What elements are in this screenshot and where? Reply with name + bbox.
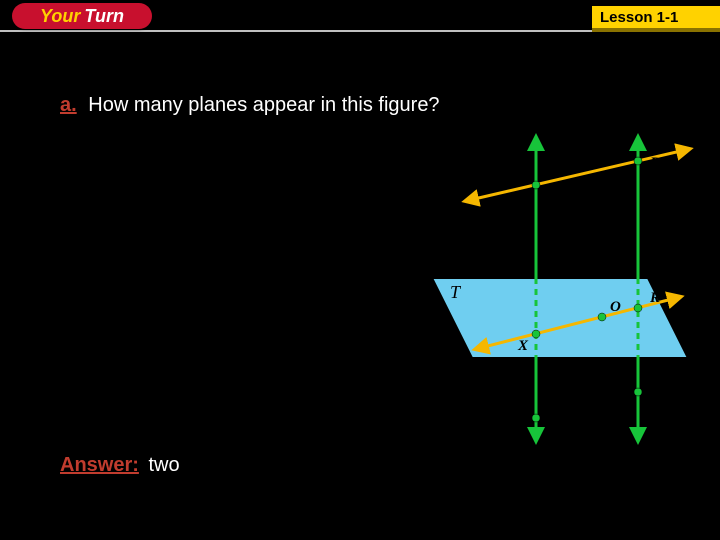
svg-text:R: R xyxy=(649,290,660,306)
answer: Answer: two xyxy=(60,454,180,477)
svg-text:X: X xyxy=(517,338,529,354)
header-bar: Your Turn Lesson 1-1 xyxy=(0,0,720,32)
badge-your: Your xyxy=(40,6,80,27)
svg-text:Z: Z xyxy=(547,412,557,428)
question: a. How many planes appear in this figure… xyxy=(60,94,440,117)
lesson-text: Lesson 1-1 xyxy=(600,9,678,26)
answer-text: two xyxy=(148,454,179,476)
question-text: How many planes appear in this figure? xyxy=(88,94,439,116)
badge-turn: Turn xyxy=(84,6,124,27)
svg-text:B: B xyxy=(649,155,660,171)
figure-diagram: TABXORZN xyxy=(420,130,700,450)
question-part: a. xyxy=(60,94,77,116)
svg-text:A: A xyxy=(545,187,556,203)
your-turn-badge: Your Turn xyxy=(12,3,152,29)
svg-text:O: O xyxy=(610,299,621,315)
svg-text:N: N xyxy=(649,386,662,402)
answer-label: Answer: xyxy=(60,454,139,476)
lesson-badge: Lesson 1-1 xyxy=(592,6,720,28)
